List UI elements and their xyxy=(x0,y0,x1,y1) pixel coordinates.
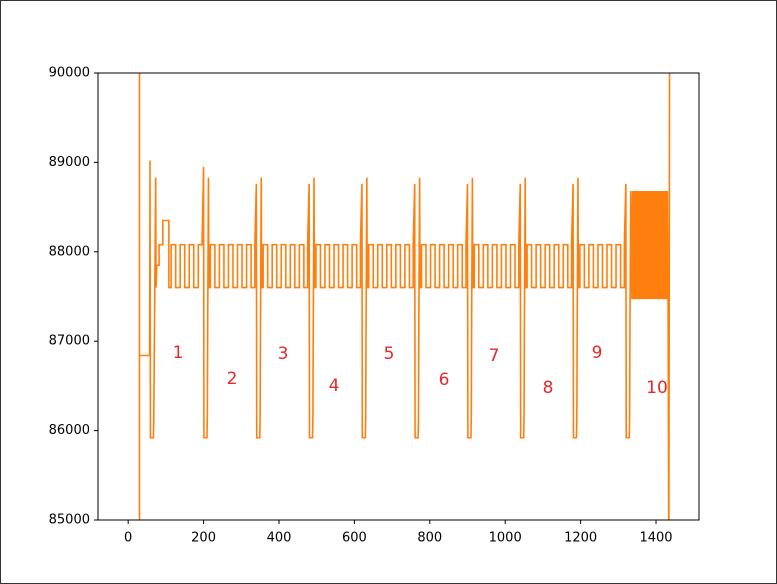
annotation: 8 xyxy=(543,378,554,398)
y-tick-label: 89000 xyxy=(49,155,90,170)
x-tick-label: 200 xyxy=(191,531,216,546)
y-tick-label: 85000 xyxy=(49,513,90,528)
x-tick-label: 800 xyxy=(417,531,442,546)
y-tick-label: 87000 xyxy=(49,334,90,349)
y-tick-label: 90000 xyxy=(49,66,90,81)
annotation: 6 xyxy=(439,370,450,390)
annotation: 4 xyxy=(329,376,340,396)
axes-frame xyxy=(97,72,700,521)
x-tick-label: 400 xyxy=(267,531,292,546)
annotation: 3 xyxy=(278,344,289,364)
x-tick-label: 0 xyxy=(124,531,132,546)
annotation: 1 xyxy=(173,343,184,363)
annotation: 9 xyxy=(592,343,603,363)
x-tick-label: 1200 xyxy=(564,531,597,546)
y-tick-label: 86000 xyxy=(49,423,90,438)
x-tick-label: 600 xyxy=(342,531,367,546)
annotation: 7 xyxy=(489,346,500,366)
annotation: 10 xyxy=(646,378,668,398)
x-tick-label: 1400 xyxy=(639,531,672,546)
series-line xyxy=(138,73,671,520)
annotation: 5 xyxy=(384,344,395,364)
x-tick-label: 1000 xyxy=(489,531,522,546)
plot-area xyxy=(138,73,671,520)
annotation: 2 xyxy=(227,369,238,389)
y-tick-label: 88000 xyxy=(49,244,90,259)
